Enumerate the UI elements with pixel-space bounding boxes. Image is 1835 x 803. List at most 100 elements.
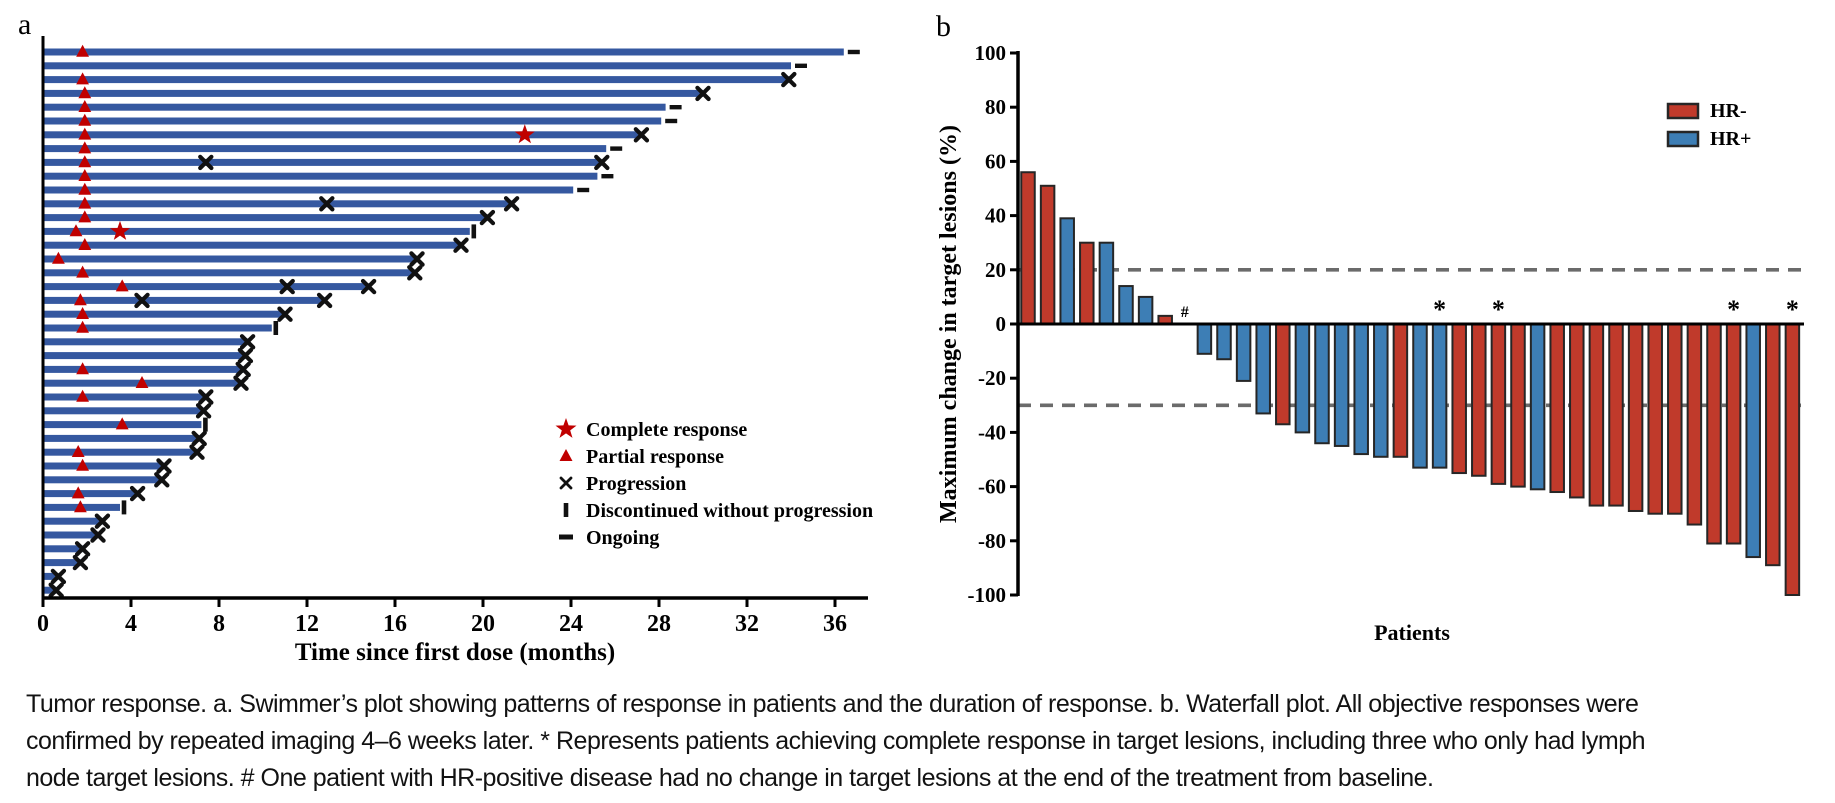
complete-response-asterisk: *	[1492, 295, 1505, 324]
swimmer-bar	[43, 545, 83, 553]
x-tick-label: 32	[735, 611, 759, 637]
swimmer-bar	[43, 434, 200, 442]
partial-response-triangle-icon	[76, 265, 89, 278]
waterfall-bar	[1314, 323, 1330, 445]
x-tick-label: 28	[647, 611, 671, 637]
partial-response-triangle-icon	[78, 169, 92, 181]
swimmer-bar	[43, 365, 244, 373]
legend-label: Ongoing	[586, 527, 659, 549]
swimmer-bar	[43, 145, 607, 153]
legend-cross-icon	[559, 476, 573, 490]
swimmer-bar	[43, 172, 598, 180]
swimmer-bar	[43, 531, 98, 539]
x-tick-label: 4	[125, 611, 137, 637]
swimmer-bar	[43, 200, 512, 208]
waterfall-bar	[1373, 323, 1389, 458]
partial-response-triangle-icon	[78, 155, 92, 168]
complete-response-asterisk: *	[1433, 295, 1446, 324]
swimmer-bar	[43, 393, 206, 401]
swimmer-bar	[43, 283, 369, 291]
partial-response-triangle-icon	[78, 196, 92, 209]
x-tick-label: 0	[37, 611, 49, 637]
swimmer-bar	[43, 310, 285, 318]
progression-x-icon	[90, 527, 106, 543]
waterfall-bar	[1725, 323, 1742, 545]
panel-a-label: a	[18, 8, 32, 41]
waterfall-bar	[1686, 323, 1703, 526]
y-tick-label: -80	[978, 529, 1006, 553]
caption-line: node target lesions. # One patient with …	[26, 764, 1434, 792]
progression-x-icon	[453, 237, 469, 253]
swimmer-bar	[43, 559, 81, 567]
waterfall-bar	[1137, 295, 1154, 325]
y-tick-label: 60	[985, 149, 1006, 173]
swimmer-bar	[43, 241, 461, 249]
legend-label: Progression	[586, 473, 686, 495]
x-axis-title: Time since first dose (months)	[295, 639, 615, 666]
swimmer-bar	[43, 214, 488, 222]
swimmer-bar	[43, 62, 791, 70]
waterfall-bar	[1588, 323, 1605, 507]
swimmer-bar	[43, 407, 204, 415]
partial-response-triangle-icon	[78, 127, 92, 140]
y-tick-label: -20	[978, 366, 1006, 390]
partial-response-triangle-icon	[78, 238, 92, 250]
waterfall-bar	[1569, 323, 1585, 499]
partial-response-triangle-icon	[78, 100, 92, 112]
swimmer-bar	[43, 227, 470, 235]
waterfall-bar	[1471, 323, 1487, 477]
x-tick-label: 24	[559, 611, 583, 637]
waterfall-bar	[1784, 323, 1801, 596]
y-tick-label: -60	[978, 475, 1006, 499]
partial-response-triangle-icon	[76, 458, 89, 471]
waterfall-bar	[1294, 323, 1311, 434]
waterfall-bar	[1275, 323, 1291, 426]
waterfall-bar	[1510, 323, 1526, 488]
progression-x-icon	[781, 71, 797, 88]
waterfall-bar	[1196, 323, 1213, 355]
complete-response-asterisk: *	[1786, 295, 1799, 324]
waterfall-bar	[1235, 323, 1252, 382]
partial-response-triangle-icon	[69, 224, 83, 237]
waterfall-plot: # * * * * 100 80 60 40 20 0 -20 -40 -60 -80 -100 Maximum…	[936, 41, 1804, 645]
partial-response-triangle-icon	[78, 113, 92, 126]
waterfall-bar	[1039, 184, 1056, 325]
progression-x-icon	[407, 265, 423, 281]
partial-response-triangle-icon	[76, 389, 89, 402]
swimmer-bar	[43, 448, 197, 456]
legend-label: Complete response	[586, 419, 747, 441]
swimmer-bar	[43, 572, 59, 580]
partial-response-triangle-icon	[74, 293, 87, 306]
swimmer-bar	[43, 76, 789, 84]
progression-x-icon	[50, 568, 67, 585]
swimmer-bar	[43, 296, 325, 304]
partial-response-triangle-icon	[76, 44, 89, 57]
y-axis-title: Maximum change in target lesions (%)	[936, 125, 962, 523]
swimmer-bar	[43, 158, 602, 166]
partial-response-triangle-icon	[135, 376, 149, 388]
progression-x-icon	[156, 458, 172, 474]
partial-response-triangle-icon	[78, 182, 92, 195]
progression-x-icon	[503, 196, 520, 212]
waterfall-bar	[1745, 323, 1761, 559]
progression-x-icon	[633, 127, 650, 143]
swimmer-bar	[43, 186, 574, 194]
partial-response-triangle-icon	[78, 86, 92, 99]
swimmer-bar	[43, 269, 415, 277]
partial-response-triangle-icon	[76, 320, 89, 333]
partial-response-triangle-icon	[115, 279, 129, 292]
y-tick-label: 80	[985, 95, 1006, 119]
waterfall-bar	[1098, 241, 1115, 325]
swimmer-bar	[43, 103, 666, 111]
legend-label: Discontinued without progression	[586, 500, 873, 522]
progression-x-icon	[233, 375, 249, 391]
progression-x-icon	[409, 251, 425, 267]
progression-x-icon	[316, 292, 333, 309]
partial-response-triangle-icon	[115, 417, 129, 430]
progression-x-icon	[134, 292, 150, 309]
y-tick-label: 20	[985, 258, 1006, 282]
progression-x-icon	[154, 472, 170, 488]
legend-label: Partial response	[586, 446, 724, 468]
x-tick-label: 16	[383, 611, 407, 637]
